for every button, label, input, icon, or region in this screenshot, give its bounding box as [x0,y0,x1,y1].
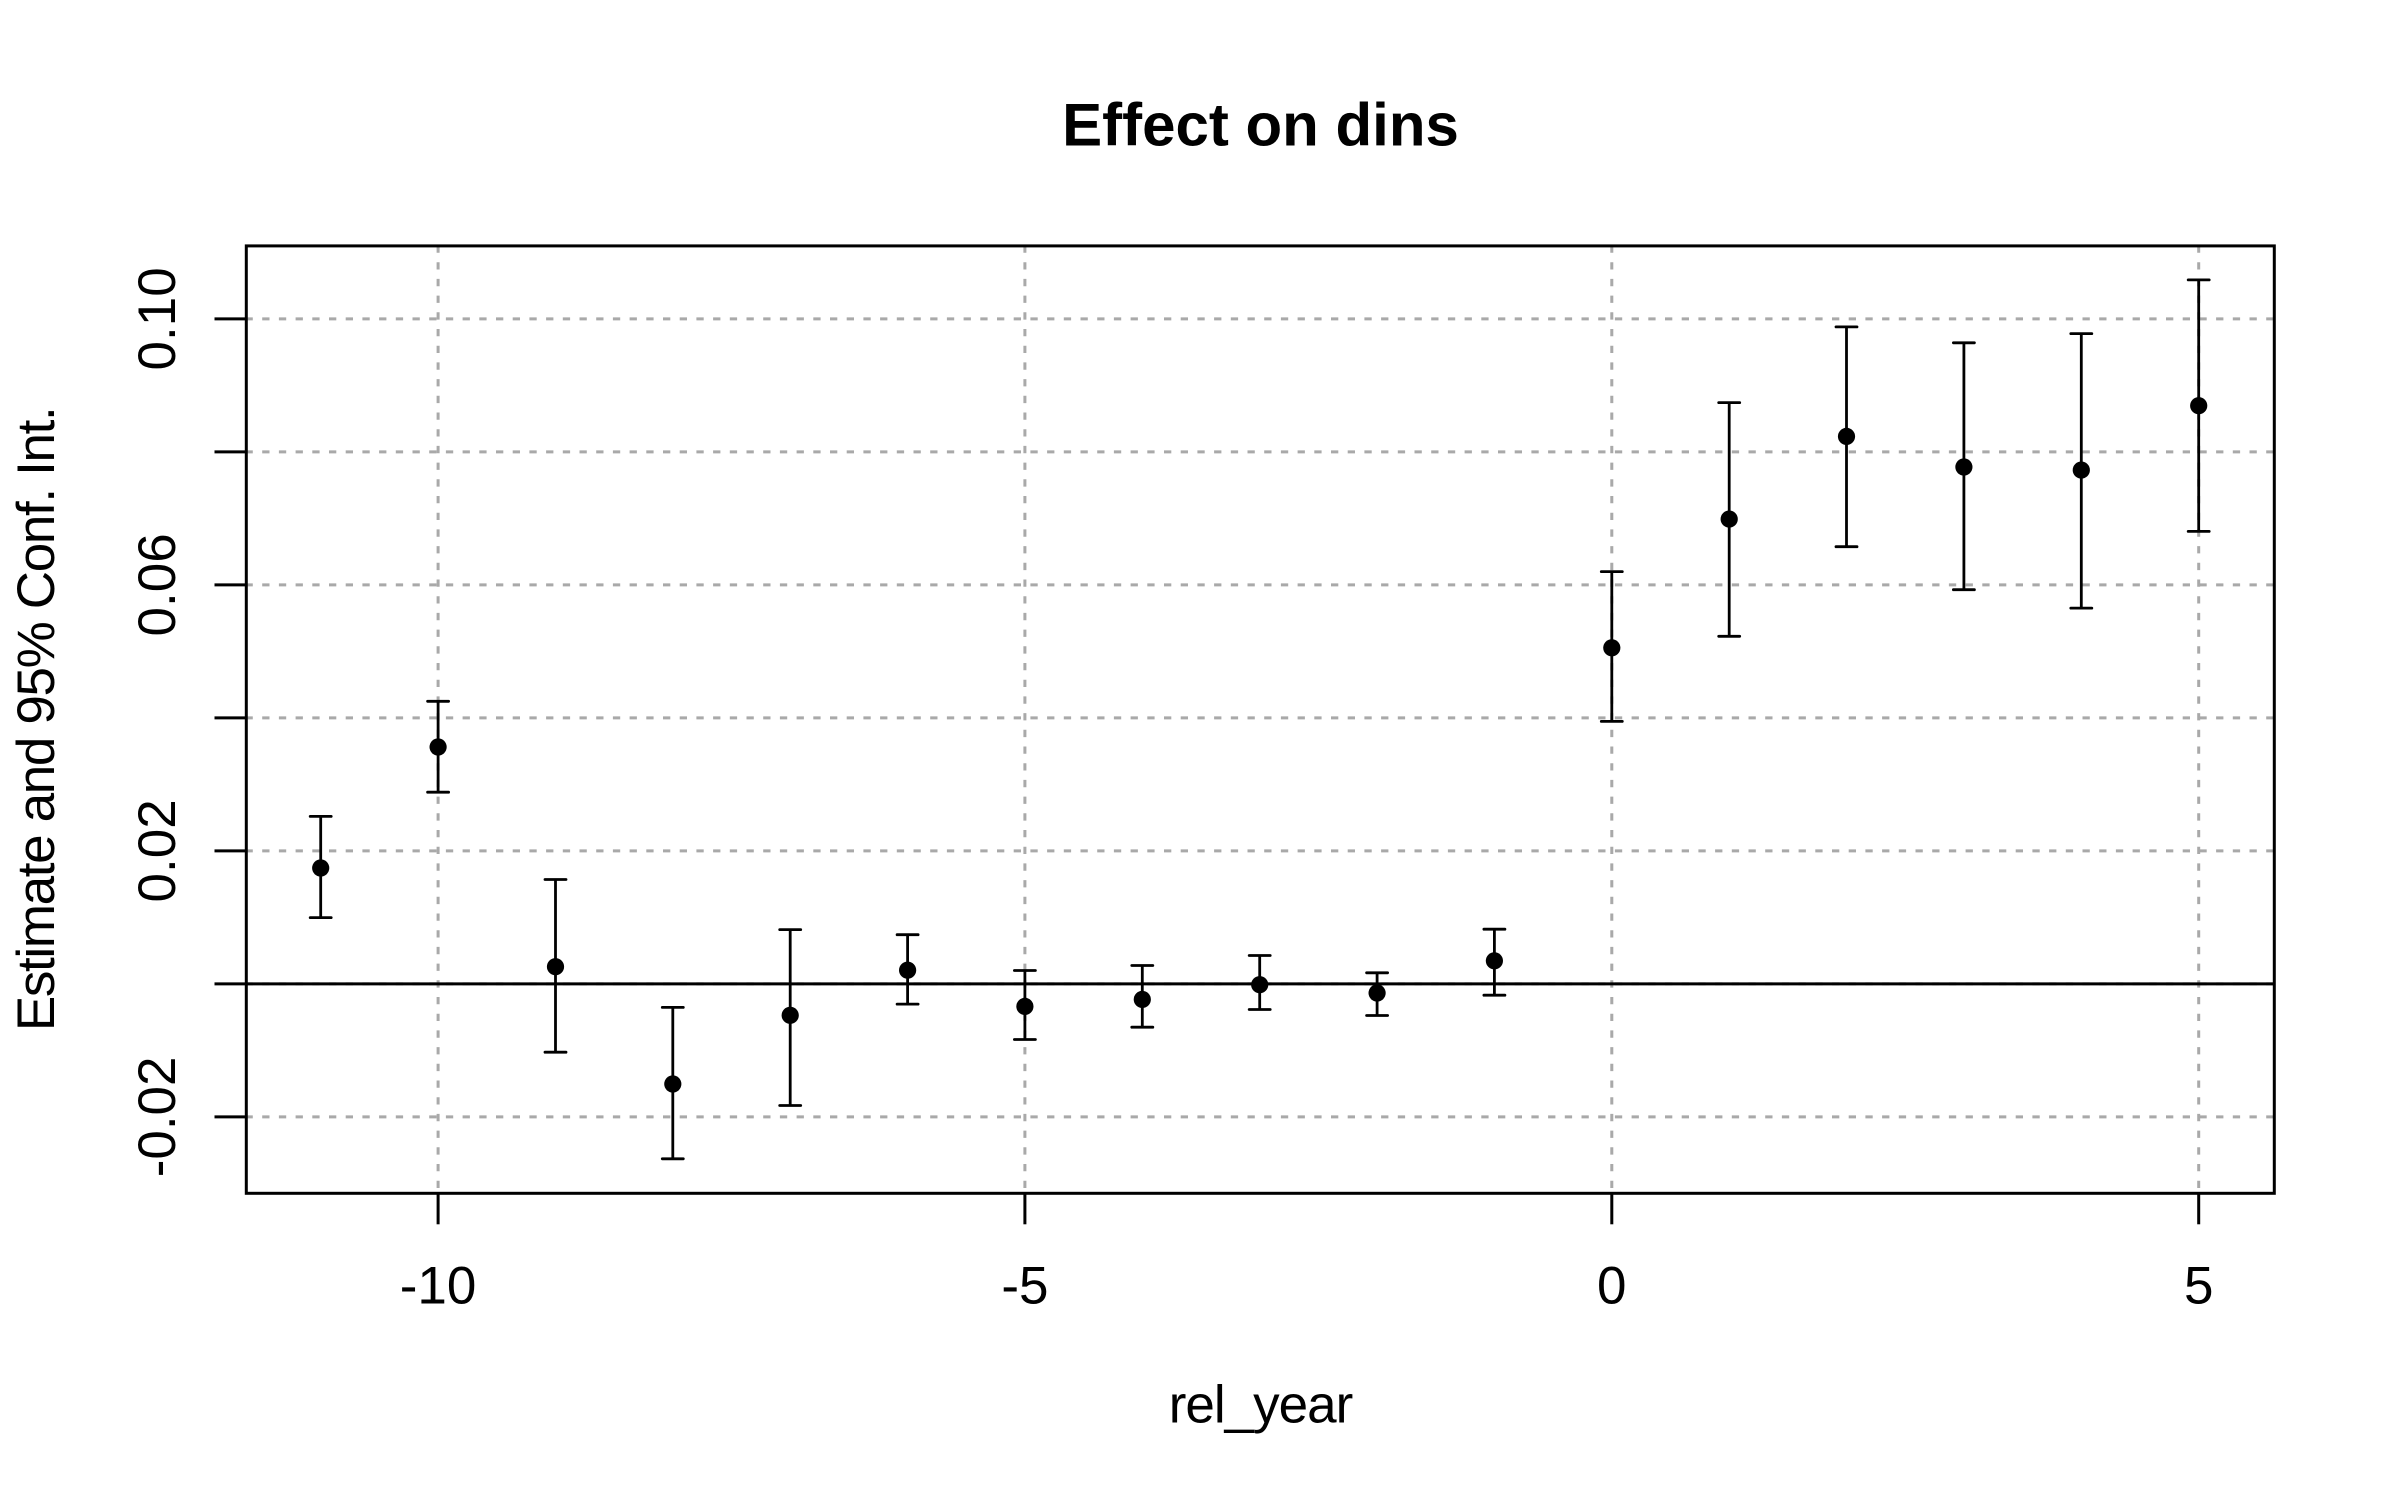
svg-text:0.06: 0.06 [128,533,187,636]
svg-text:rel_year: rel_year [1169,1376,1353,1435]
svg-text:-5: -5 [1001,1257,1048,1316]
svg-text:0.10: 0.10 [128,267,187,370]
svg-text:-10: -10 [400,1257,477,1316]
svg-text:Estimate and 95% Conf. Int.: Estimate and 95% Conf. Int. [7,408,66,1031]
svg-text:5: 5 [2184,1257,2213,1316]
svg-text:-0.02: -0.02 [128,1056,187,1177]
svg-text:0: 0 [1597,1257,1626,1316]
svg-text:0.02: 0.02 [128,799,187,902]
svg-text:Effect on dins: Effect on dins [1062,91,1459,158]
